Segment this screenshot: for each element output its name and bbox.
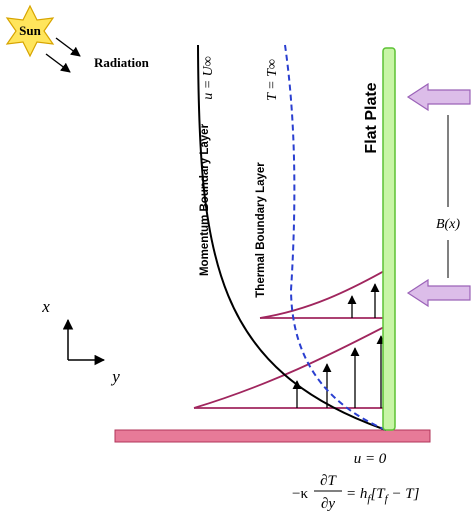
field-arrow: [406, 82, 471, 112]
momentum-label: Momentum Boundary Layer: [199, 123, 211, 276]
equation-denominator: ∂y: [321, 496, 335, 512]
wall-condition: u = 0: [354, 451, 387, 467]
free-stream-velocity: u = U∞: [201, 56, 216, 100]
thermal-label: Thermal Boundary Layer: [255, 162, 267, 298]
eq-sub: f: [385, 493, 390, 505]
eq-sub: f: [367, 493, 372, 505]
equation-lhs: −κ: [292, 486, 308, 502]
radiation-arrow: [45, 53, 71, 73]
plate-label: Flat Plate: [363, 82, 380, 153]
velocity-arrows: [292, 283, 386, 408]
bottom-plate: [114, 429, 431, 443]
equation-numerator: ∂T: [320, 473, 337, 489]
thermal-curve: [284, 44, 387, 431]
momentum-curve: [197, 44, 387, 431]
field-arrow: [406, 278, 471, 308]
flat-plate: [382, 47, 396, 431]
eq-part: = h: [346, 486, 367, 502]
eq-part: [T: [370, 486, 386, 502]
x-axis-label: x: [41, 297, 50, 316]
radiation-arrow: [55, 37, 81, 57]
eq-part: − T]: [388, 486, 420, 502]
radiation-label: Radiation: [94, 55, 150, 70]
sun-label: Sun: [19, 23, 41, 38]
free-stream-temperature: T = T∞: [265, 59, 280, 101]
velocity-profiles: [193, 269, 387, 409]
equation-rhs: = hf[Tf − T]: [346, 486, 420, 505]
field-label: B(x): [436, 217, 460, 232]
y-axis-label: y: [110, 367, 120, 386]
sun: Sun: [5, 4, 55, 58]
